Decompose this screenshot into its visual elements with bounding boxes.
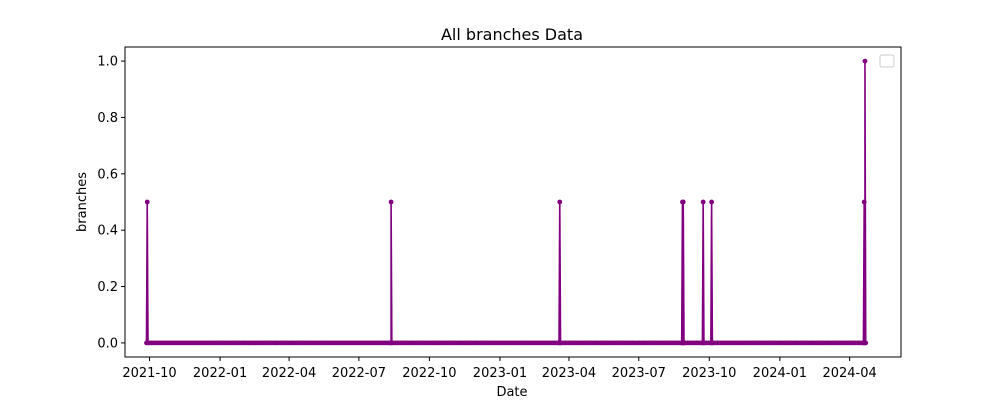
x-tick-label: 2024-01 <box>753 366 807 381</box>
data-point <box>861 199 867 205</box>
data-point <box>680 199 686 205</box>
y-tick-label: 0.6 <box>97 167 118 182</box>
data-point <box>557 199 563 205</box>
y-tick-label: 1.0 <box>97 55 118 70</box>
x-tick-label: 2022-01 <box>193 366 247 381</box>
x-tick-label: 2024-04 <box>822 366 876 381</box>
data-point <box>388 199 394 205</box>
data-point <box>709 199 714 205</box>
y-axis-label: branches <box>75 172 90 232</box>
x-axis-label: Date <box>496 385 527 400</box>
y-tick-label: 0.2 <box>97 280 118 295</box>
x-tick-label: 2022-10 <box>402 366 456 381</box>
x-tick-label: 2021-10 <box>122 366 176 381</box>
y-axis: 0.0 0.2 0.4 0.6 0.8 1.0 <box>97 55 125 351</box>
x-tick-label: 2023-04 <box>542 366 596 381</box>
y-tick-label: 0.8 <box>97 111 118 126</box>
data-point <box>862 58 868 64</box>
plot-area <box>144 58 869 346</box>
x-tick-label: 2023-01 <box>473 366 527 381</box>
data-point <box>144 199 150 205</box>
x-axis: 2021-10 2022-01 2022-04 2022-07 2022-10 2023-… <box>122 357 877 381</box>
x-tick-label: 2022-04 <box>262 366 316 381</box>
chart-title: All branches Data <box>441 25 583 44</box>
series-line <box>145 60 867 344</box>
x-tick-label: 2022-07 <box>332 366 386 381</box>
legend-box <box>879 54 895 68</box>
x-tick-label: 2023-07 <box>612 366 666 381</box>
data-point <box>700 199 706 205</box>
plot-frame <box>124 46 902 358</box>
data-point <box>863 340 869 346</box>
x-tick-label: 2023-10 <box>682 366 736 381</box>
y-tick-label: 0.4 <box>97 224 118 239</box>
y-tick-label: 0.0 <box>97 336 118 351</box>
